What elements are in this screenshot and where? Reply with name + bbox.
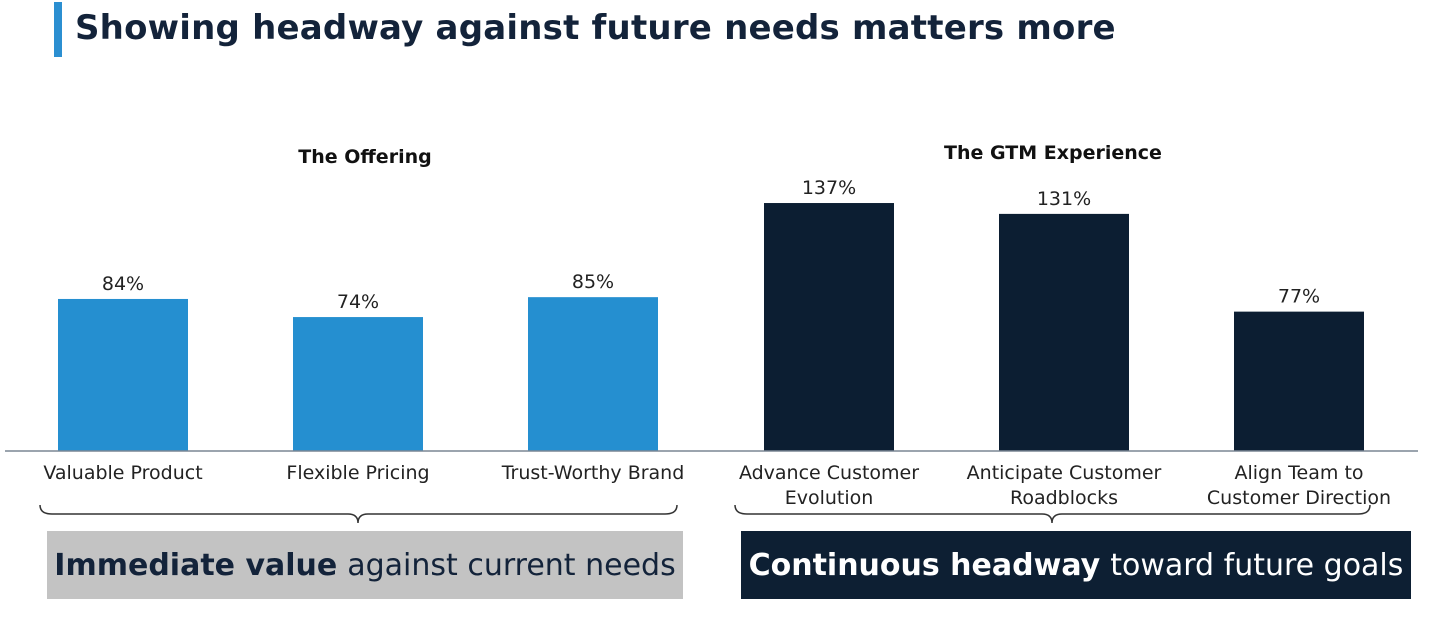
bar xyxy=(528,297,658,451)
category-label: Roadblocks xyxy=(1010,487,1118,509)
panel-right-strong: Continuous headway xyxy=(748,547,1101,583)
category-label: Valuable Product xyxy=(43,462,202,484)
category-label: Align Team to xyxy=(1234,462,1363,484)
data-label: 137% xyxy=(802,177,856,199)
bar xyxy=(293,317,423,451)
category-label: Anticipate Customer xyxy=(967,462,1162,484)
title-accent-bar xyxy=(54,2,62,57)
bar xyxy=(764,203,894,451)
category-label: Advance Customer xyxy=(739,462,919,484)
panel-left-text: against current needs xyxy=(347,547,676,583)
group-title: The GTM Experience xyxy=(944,142,1162,164)
panel-immediate-value: Immediate value against current needs xyxy=(47,531,683,599)
group-brace xyxy=(39,504,678,524)
category-label: Evolution xyxy=(785,487,874,509)
panel-continuous-headway: Continuous headway toward future goals xyxy=(741,531,1411,599)
bar xyxy=(58,298,188,451)
panel-right-text: toward future goals xyxy=(1110,547,1404,583)
data-label: 85% xyxy=(572,271,614,293)
data-label: 84% xyxy=(102,273,144,295)
data-label: 77% xyxy=(1278,286,1320,308)
category-label: Trust-Worthy Brand xyxy=(501,462,685,484)
panel-left-strong: Immediate value xyxy=(54,547,338,583)
bar xyxy=(999,213,1129,451)
category-label: Customer Direction xyxy=(1207,487,1391,509)
group-brace xyxy=(734,504,1371,524)
category-label: Flexible Pricing xyxy=(286,462,429,484)
bar xyxy=(1234,311,1364,451)
group-title: The Offering xyxy=(298,146,431,168)
data-label: 74% xyxy=(337,291,379,313)
data-label: 131% xyxy=(1037,188,1091,210)
page-title: Showing headway against future needs mat… xyxy=(75,8,1116,48)
